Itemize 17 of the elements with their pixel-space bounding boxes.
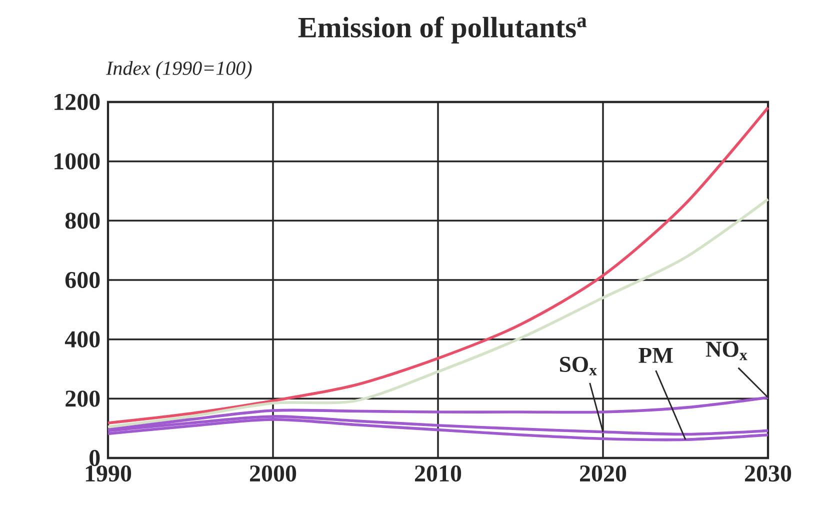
y-tick-label: 1200 xyxy=(54,94,100,110)
y-tick-label: 800 xyxy=(65,212,100,229)
y-tick-label: 200 xyxy=(66,390,100,407)
y-tick-label: 0 xyxy=(90,450,100,466)
y-axis-title: Index (1990=100) xyxy=(106,60,252,80)
y-tick-label: 600 xyxy=(65,272,100,288)
x-tick-label: 2010 xyxy=(415,465,462,482)
text: SO$_{x}$ xyxy=(560,356,597,376)
y-tick-label: 400 xyxy=(64,331,100,348)
chart-title: Emission of pollutants$^{a}$ xyxy=(298,16,587,44)
x-tick-label: 1990 xyxy=(86,465,132,482)
y-tick-label: 1000 xyxy=(54,153,100,170)
series-label: NO$_{x}$ xyxy=(706,342,748,360)
x-tick-label: 2030 xyxy=(745,465,792,482)
text: PM xyxy=(638,348,673,363)
x-tick-label: 2000 xyxy=(250,465,296,482)
x-tick-label: 2020 xyxy=(580,465,626,482)
